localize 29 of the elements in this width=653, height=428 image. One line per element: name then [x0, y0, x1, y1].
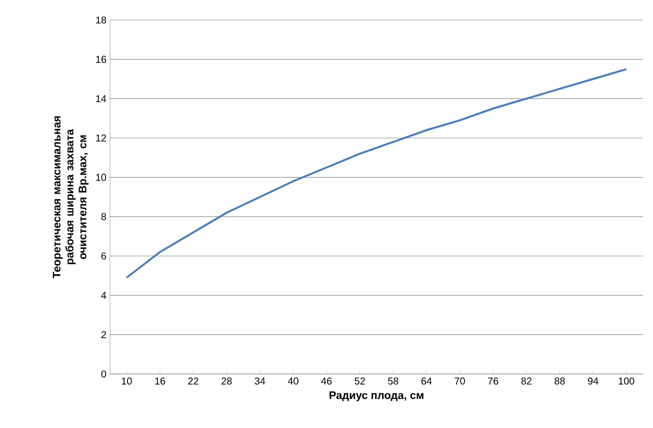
- y-tick-label: 16: [96, 56, 106, 63]
- x-tick-label: 46: [321, 378, 332, 385]
- x-tick-label: 34: [254, 378, 266, 385]
- x-axis-title: Радиус плода, см: [330, 391, 424, 402]
- y-tick-label: 6: [101, 252, 106, 260]
- x-tick-label: 70: [454, 378, 465, 385]
- y-axis-title: Теоретическая максимальная рабочая ширина захвата очистителя Вр.мах, см: [52, 116, 89, 278]
- x-tick-label: 58: [388, 378, 398, 385]
- x-tick-label: 94: [588, 378, 598, 385]
- y-tick-label: 10: [96, 174, 106, 181]
- y-tick-label: 8: [101, 213, 106, 220]
- x-tick-label: 64: [421, 378, 432, 385]
- x-tick-label: 100: [618, 378, 634, 385]
- y-tick-label: 14: [96, 95, 106, 102]
- x-tick-label: 76: [488, 378, 498, 385]
- y-tick-label: 0: [101, 370, 106, 378]
- x-tick-label: 10: [122, 378, 132, 385]
- y-tick-label: 18: [96, 16, 106, 24]
- x-tick-label: 52: [354, 378, 365, 385]
- x-tick-label: 82: [521, 378, 532, 385]
- y-tick-label: 4: [101, 292, 106, 299]
- x-tick-label: 40: [288, 378, 298, 385]
- x-tick-label: 22: [188, 378, 198, 384]
- y-tick-label: 12: [96, 134, 106, 142]
- x-tick-label: 88: [554, 378, 565, 385]
- x-tick-label: 28: [222, 378, 232, 385]
- line-series: [126, 68, 628, 279]
- x-tick-label: 16: [155, 378, 166, 385]
- y-tick-label: 2: [101, 331, 106, 338]
